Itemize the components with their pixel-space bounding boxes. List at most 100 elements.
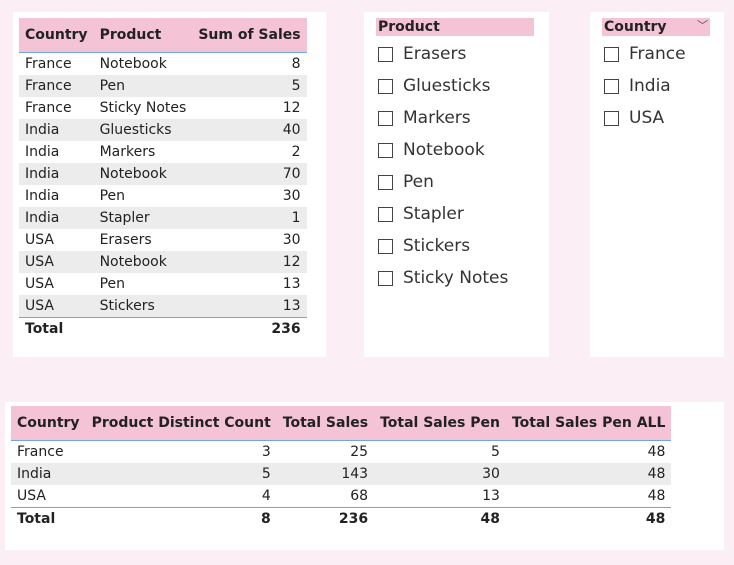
checkbox[interactable] [378,110,393,126]
sales-table: Country Product Sum of Sales France Noteb… [19,18,307,340]
checkbox[interactable] [378,142,393,158]
country-cell: France [25,56,72,72]
country-cell: India [19,119,94,141]
sales-value-cell: 12 [192,251,307,273]
sales-value-cell: 1 [192,207,307,229]
total-value: 48 [505,507,672,530]
table-row: India Pen 30 [19,185,307,207]
product-cell: Stickers [93,295,193,318]
checkbox[interactable] [378,174,393,190]
product-cell: Pen [93,75,193,97]
sales-value-cell: 12 [282,100,301,116]
slicer-item-label: Stapler [403,204,464,224]
total-value: 236 [192,317,307,340]
column-header-total-sales-pen-all[interactable]: Total Sales Pen ALL [505,406,672,441]
total-sales-pen-all-cell: 48 [647,488,666,504]
product-slicer: Product Erasers Gluesticks Markers Notebook… [364,12,549,357]
table-row: France Notebook 8 [19,53,307,76]
summary-table-visual: Country Product Distinct Count Total Sal… [5,402,724,550]
product-slicer-title: Product [376,18,534,36]
slicer-item[interactable]: India [604,70,686,102]
slicer-item[interactable]: Markers [378,102,508,134]
table-row: USA Pen 13 [19,273,307,295]
column-header-product[interactable]: Product [93,18,193,53]
table-row: France 3 25 5 48 [11,441,671,464]
slicer-item[interactable]: USA [604,102,686,134]
column-header-sum-of-sales[interactable]: Sum of Sales [192,18,307,53]
country-cell: India [25,144,60,160]
country-slicer: Country ﹀ France India USA [590,12,724,357]
table-row: India Notebook 70 [19,163,307,185]
sales-value-cell: 30 [282,232,301,248]
table-row: India Gluesticks 40 [19,119,307,141]
product-cell: Markers [99,144,156,160]
slicer-item-label: USA [629,108,665,128]
slicer-item[interactable]: Pen [378,166,508,198]
table-header-row: Country Product Sum of Sales [19,18,307,53]
country-cell: France [25,100,72,116]
table-row: USA Stickers 13 [19,295,307,318]
table-row: India Markers 2 [19,141,307,163]
checkbox[interactable] [378,46,393,62]
checkbox[interactable] [378,78,393,94]
checkbox[interactable] [604,46,619,62]
total-label: Total [19,317,94,340]
sales-value-cell: 2 [291,144,301,160]
slicer-item-label: India [629,76,671,96]
checkbox[interactable] [378,238,393,254]
total-sales-cell: 25 [350,444,369,460]
checkbox[interactable] [604,110,619,126]
column-header-country[interactable]: Country [11,406,86,441]
table-row: India 5 143 30 48 [11,463,672,485]
total-sales-pen-all-cell: 48 [505,463,672,485]
checkbox[interactable] [604,78,619,94]
total-sales-pen-cell: 5 [491,444,500,460]
column-header-country[interactable]: Country [19,18,94,53]
country-cell: USA [19,251,94,273]
total-sales-pen-cell: 30 [374,463,506,485]
column-header-total-sales[interactable]: Total Sales [276,406,375,441]
table-row: France Sticky Notes 12 [19,97,307,119]
slicer-item-label: Erasers [403,44,467,64]
slicer-item[interactable]: Gluesticks [378,70,508,102]
slicer-item[interactable]: Stickers [378,230,508,262]
sales-value-cell: 70 [192,163,307,185]
product-cell: Gluesticks [93,119,193,141]
total-sales-pen-cell: 13 [482,488,500,504]
distinct-count-cell: 4 [261,488,271,504]
total-sales-cell: 143 [276,463,375,485]
total-empty-cell [93,317,193,340]
country-cell: USA [17,488,46,504]
table-row: France Pen 5 [19,75,307,97]
country-slicer-title: Country ﹀ [602,18,710,36]
country-cell: USA [25,232,54,248]
sales-value-cell: 40 [192,119,307,141]
country-cell: France [19,75,94,97]
slicer-item[interactable]: Stapler [378,198,508,230]
country-cell: India [19,163,94,185]
slicer-item-label: Pen [403,172,434,192]
slicer-item[interactable]: France [604,38,686,70]
table-row: USA Erasers 30 [19,229,307,251]
country-cell: France [17,444,64,460]
sales-table-visual: Country Product Sum of Sales France Noteb… [13,12,326,357]
total-sales-pen-all-cell: 48 [647,444,666,460]
checkbox[interactable] [378,270,393,286]
checkbox[interactable] [378,206,393,222]
total-value: 236 [276,507,375,530]
total-value: 8 [85,507,277,530]
slicer-item-label: Stickers [403,236,471,256]
distinct-count-cell: 3 [261,444,271,460]
chevron-down-icon[interactable]: ﹀ [697,19,708,32]
table-row: India Stapler 1 [19,207,307,229]
slicer-item[interactable]: Sticky Notes [378,262,508,294]
slicer-item-label: Sticky Notes [403,268,509,288]
slicer-item[interactable]: Notebook [378,134,508,166]
column-header-product-distinct-count[interactable]: Product Distinct Count [85,406,277,441]
column-header-total-sales-pen[interactable]: Total Sales Pen [374,406,506,441]
total-label: Total [11,507,86,530]
country-cell: India [25,188,60,204]
product-cell: Notebook [93,251,193,273]
slicer-item[interactable]: Erasers [378,38,508,70]
country-cell: USA [25,276,54,292]
